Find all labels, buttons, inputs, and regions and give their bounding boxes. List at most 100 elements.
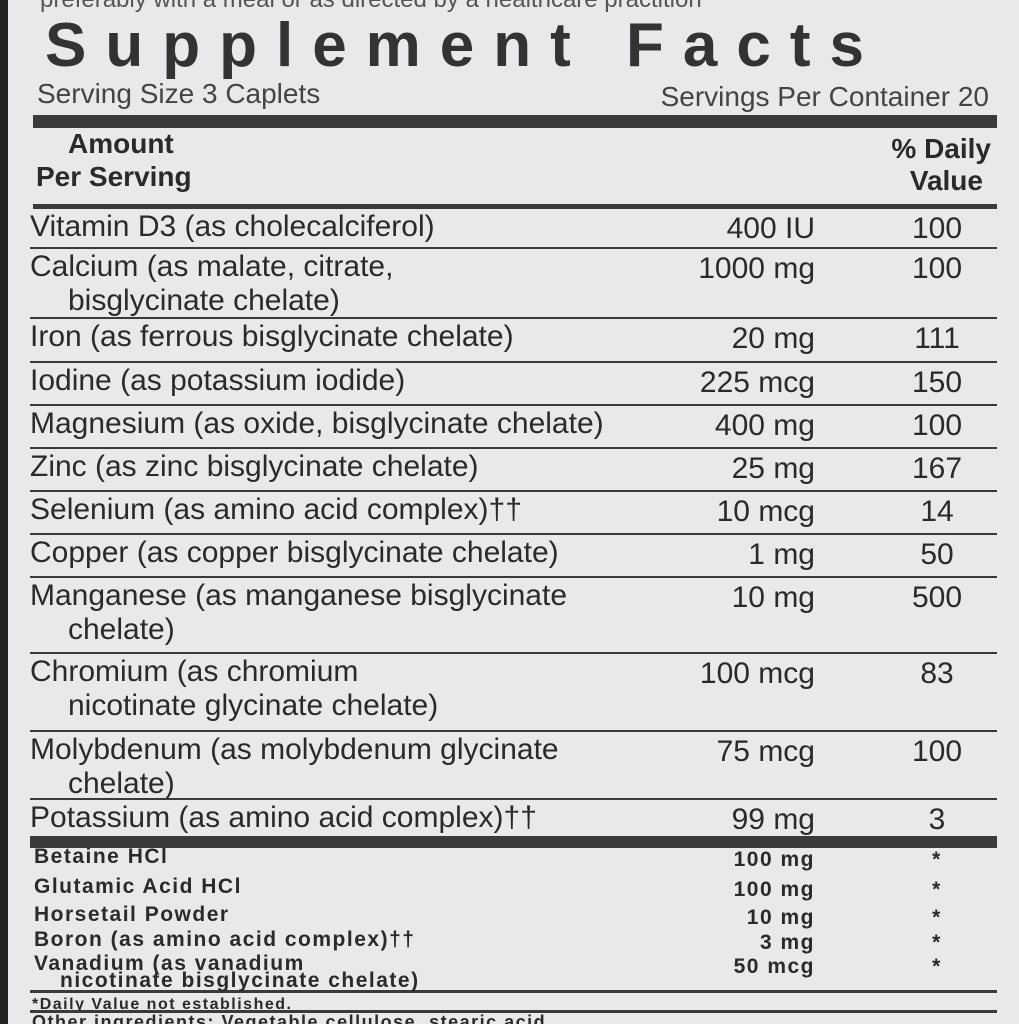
amount: 50 mcg xyxy=(733,955,815,978)
header-rule xyxy=(33,204,997,209)
row-rule xyxy=(30,798,997,800)
row-rule xyxy=(30,490,997,492)
daily-value: 100 xyxy=(911,735,963,768)
amount: 10 mcg xyxy=(716,495,815,528)
name-line: Molybdenum (as molybdenum glycinate xyxy=(30,733,559,766)
name-line: Glutamic Acid HCl xyxy=(34,875,242,898)
row-rule xyxy=(30,533,997,535)
name-line: bisglycinate chelate) xyxy=(68,284,340,317)
ingredient-name: Vanadium (as vanadium nicotinate bisglyci… xyxy=(34,952,420,992)
amount: 99 mg xyxy=(731,803,815,836)
row-rule xyxy=(30,730,997,732)
daily-value: 100 xyxy=(911,409,963,442)
amount: 400 IU xyxy=(726,212,815,245)
daily-value: 500 xyxy=(911,581,963,614)
daily-value: * xyxy=(932,955,942,978)
daily-value: * xyxy=(932,878,942,901)
name-line: Vanadium (as vanadium xyxy=(34,952,305,975)
ingredient-name: Betaine HCl xyxy=(34,845,169,868)
amount: 1000 mg xyxy=(698,252,815,285)
daily-value: 3 xyxy=(928,803,946,836)
ingredient-name: Horsetail Powder xyxy=(34,903,230,926)
daily-value: * xyxy=(932,848,942,871)
amount: 25 mg xyxy=(731,452,815,485)
amount: 1 mg xyxy=(748,538,815,571)
amount: 400 mg xyxy=(714,409,815,442)
daily-value: 100 xyxy=(911,252,963,285)
nutrient-name: Calcium (as malate, citrate, bisglycinate… xyxy=(30,250,393,318)
col-amount: Amount xyxy=(68,128,174,159)
daily-value: 167 xyxy=(911,452,963,485)
amount: 100 mg xyxy=(733,878,815,901)
nutrient-name: Potassium (as amino acid complex)†† xyxy=(30,801,537,835)
amount: 225 mcg xyxy=(699,366,815,399)
row-rule xyxy=(30,317,997,319)
name-line: Copper (as copper bisglycinate chelate) xyxy=(30,536,559,569)
row-rule xyxy=(30,447,997,449)
name-line: chelate) xyxy=(68,613,175,646)
row-rule xyxy=(30,576,997,578)
name-line: Zinc (as zinc bisglycinate chelate) xyxy=(30,450,479,483)
col-dv: % Daily xyxy=(891,133,991,164)
daily-value: * xyxy=(932,931,942,954)
row-rule xyxy=(30,247,997,249)
name-line: Iodine (as potassium iodide) xyxy=(30,364,406,397)
section-bar xyxy=(30,836,997,848)
nutrient-name: Molybdenum (as molybdenum glycinate chela… xyxy=(30,733,559,801)
name-line: Magnesium (as oxide, bisglycinate chelat… xyxy=(30,407,604,440)
name-line: chelate) xyxy=(68,767,175,800)
header-bar xyxy=(33,115,997,128)
name-line: Chromium (as chromium xyxy=(30,655,359,688)
nutrient-name: Copper (as copper bisglycinate chelate) xyxy=(30,536,559,570)
row-rule xyxy=(30,404,997,406)
row-rule xyxy=(30,361,997,363)
name-line: Manganese (as manganese bisglycinate xyxy=(30,579,567,612)
amount: 10 mg xyxy=(746,906,815,929)
name-line: Boron (as amino acid complex)†† xyxy=(34,928,416,951)
daily-value: 111 xyxy=(914,322,960,355)
footnote: *Daily Value not established. xyxy=(32,996,293,1013)
nutrient-name: Iodine (as potassium iodide) xyxy=(30,364,405,398)
daily-value: 14 xyxy=(920,495,954,528)
amount: 20 mg xyxy=(731,322,815,355)
row-rule xyxy=(30,652,997,654)
nutrient-name: Iron (as ferrous bisglycinate chelate) xyxy=(30,320,514,354)
amount: 75 mcg xyxy=(716,735,815,768)
name-line: Selenium (as amino acid complex)†† xyxy=(30,493,522,526)
name-line: Potassium (as amino acid complex)†† xyxy=(30,801,537,834)
ingredient-name: Boron (as amino acid complex)†† xyxy=(34,928,416,951)
other-ingredients: Other ingredients: Vegetable cellulose, … xyxy=(32,1012,547,1024)
name-line: nicotinate glycinate chelate) xyxy=(68,689,439,722)
name-line: Iron (as ferrous bisglycinate chelate) xyxy=(30,320,514,353)
amount: 100 mg xyxy=(733,848,815,871)
ingredients-rule xyxy=(30,1010,997,1013)
daily-value: * xyxy=(932,906,942,929)
name-line: Vitamin D3 (as cholecalciferol) xyxy=(30,210,435,243)
daily-value: 83 xyxy=(920,657,954,690)
nutrient-name: Manganese (as manganese bisglycinate chel… xyxy=(30,579,567,647)
name-line: nicotinate bisglycinate chelate) xyxy=(60,969,420,992)
amount: 3 mg xyxy=(759,931,815,954)
ingredient-name: Glutamic Acid HCl xyxy=(34,875,242,898)
col-dv: Value xyxy=(909,165,983,196)
daily-value: 150 xyxy=(911,366,963,399)
amount: 10 mg xyxy=(731,581,815,614)
nutrient-name: Chromium (as chromium nicotinate glycinat… xyxy=(30,655,438,723)
nutrient-name: Vitamin D3 (as cholecalciferol) xyxy=(30,210,435,244)
amount: 100 mcg xyxy=(699,657,815,690)
top-cut-text: preferably with a meal or as directed by… xyxy=(40,0,702,14)
col-amount: Per Serving xyxy=(36,161,192,192)
nutrient-name: Magnesium (as oxide, bisglycinate chelat… xyxy=(30,407,604,441)
nutrient-name: Selenium (as amino acid complex)†† xyxy=(30,493,522,527)
name-line: Betaine HCl xyxy=(34,845,169,868)
daily-value: 100 xyxy=(911,212,963,245)
footnote-rule xyxy=(30,990,997,993)
name-line: Calcium (as malate, citrate, xyxy=(30,250,394,283)
nutrient-name: Zinc (as zinc bisglycinate chelate) xyxy=(30,450,479,484)
serving-size: Serving Size 3 Caplets xyxy=(37,78,321,109)
border xyxy=(0,0,8,1024)
title: Supplement Facts xyxy=(45,11,883,80)
servings-per-container: Servings Per Container 20 xyxy=(660,81,989,112)
name-line: Horsetail Powder xyxy=(34,903,230,926)
